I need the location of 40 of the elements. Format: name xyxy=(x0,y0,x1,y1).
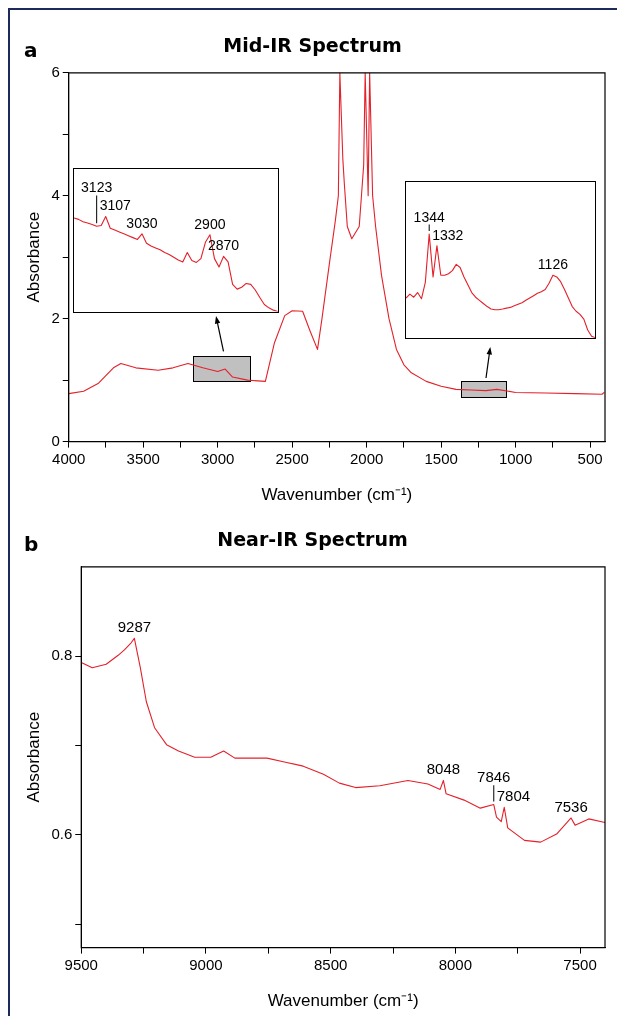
y-axis-title: Absorbance xyxy=(23,211,43,303)
x-tick-label: 3000 xyxy=(201,449,235,467)
annotation: 1332 xyxy=(432,226,464,243)
text: a xyxy=(24,38,38,62)
annotation: 7804 xyxy=(496,787,531,805)
x-tick-label: 8500 xyxy=(313,955,348,973)
y-tick-label: 2 xyxy=(51,308,60,326)
y-axis-title: Absorbance xyxy=(23,711,43,803)
x-tick-label: 1500 xyxy=(424,449,458,467)
chart-title: Near-IR Spectrum xyxy=(217,528,408,551)
x-tick-label: 9000 xyxy=(189,955,223,973)
annotation: 3030 xyxy=(126,215,158,232)
x-tick-label: 1000 xyxy=(498,449,533,467)
annotation: 1126 xyxy=(537,256,569,273)
x-tick-label: 3500 xyxy=(126,449,160,467)
annotation: 2870 xyxy=(207,237,240,254)
x-tick-label: 2500 xyxy=(275,449,309,467)
y-tick-label: 6 xyxy=(51,62,60,80)
annotation: 1344 xyxy=(413,208,445,225)
x-tick-label: 2000 xyxy=(349,449,384,467)
x-tick-label: 4000 xyxy=(52,449,86,467)
x-tick-label: 500 xyxy=(577,449,603,467)
x-tick-label: 8000 xyxy=(438,955,473,973)
y-tick-label: 0.8 xyxy=(51,646,73,664)
annotation: 2900 xyxy=(194,216,226,233)
text: b xyxy=(24,532,39,556)
y-tick-label: 0.6 xyxy=(51,825,73,843)
x-tick-label: 9500 xyxy=(64,955,98,973)
y-tick-label: 4 xyxy=(51,185,60,203)
annotation: 3123 xyxy=(81,179,113,196)
chart-title: Mid-IR Spectrum xyxy=(223,34,402,57)
x-axis-title: Wavenumber (cm⁻¹) xyxy=(267,991,419,1011)
x-axis-title: Wavenumber (cm⁻¹) xyxy=(261,485,413,505)
x-tick-label: 7500 xyxy=(563,955,597,973)
annotation: 7536 xyxy=(554,797,588,815)
annotation: 3107 xyxy=(99,197,132,214)
annotation: 7846 xyxy=(477,768,511,786)
annotation: 8048 xyxy=(426,760,461,778)
y-tick-label: 0 xyxy=(51,431,60,449)
annotation: 9287 xyxy=(117,618,152,636)
